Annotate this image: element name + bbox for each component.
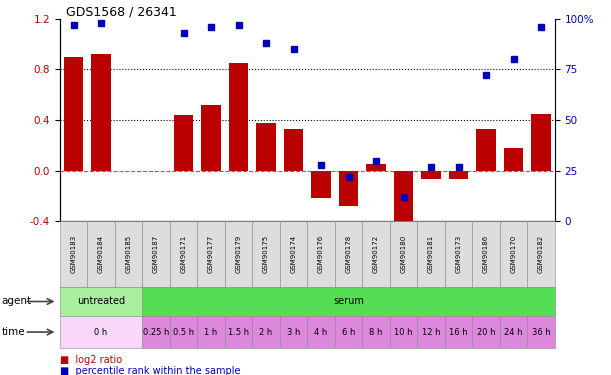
Text: GSM90172: GSM90172 xyxy=(373,235,379,273)
Bar xyxy=(422,171,441,180)
Bar xyxy=(449,171,468,180)
Text: 1 h: 1 h xyxy=(205,328,218,337)
Text: GDS1568 / 26341: GDS1568 / 26341 xyxy=(66,6,177,19)
Text: GSM90179: GSM90179 xyxy=(236,235,241,273)
Text: GSM90170: GSM90170 xyxy=(511,235,516,273)
Text: GSM90178: GSM90178 xyxy=(346,235,351,273)
Text: untreated: untreated xyxy=(77,297,125,306)
Text: GSM90182: GSM90182 xyxy=(538,235,544,273)
Text: GSM90186: GSM90186 xyxy=(483,235,489,273)
Text: time: time xyxy=(2,327,26,337)
Text: 16 h: 16 h xyxy=(449,328,468,337)
Text: GSM90183: GSM90183 xyxy=(71,235,76,273)
Text: ■  log2 ratio: ■ log2 ratio xyxy=(60,355,122,365)
Bar xyxy=(504,148,523,171)
Text: GSM90173: GSM90173 xyxy=(456,235,461,273)
Text: 3 h: 3 h xyxy=(287,328,300,337)
Bar xyxy=(92,54,111,171)
Bar xyxy=(312,171,331,198)
Text: GSM90184: GSM90184 xyxy=(98,235,104,273)
Bar xyxy=(229,63,248,171)
Text: 2 h: 2 h xyxy=(260,328,273,337)
Text: GSM90176: GSM90176 xyxy=(318,235,324,273)
Text: GSM90181: GSM90181 xyxy=(428,235,434,273)
Text: 10 h: 10 h xyxy=(394,328,413,337)
Text: GSM90175: GSM90175 xyxy=(263,235,269,273)
Text: 4 h: 4 h xyxy=(315,328,327,337)
Text: 6 h: 6 h xyxy=(342,328,355,337)
Text: ■  percentile rank within the sample: ■ percentile rank within the sample xyxy=(60,366,240,375)
Text: agent: agent xyxy=(2,297,32,306)
Bar xyxy=(532,114,551,171)
Text: GSM90185: GSM90185 xyxy=(126,235,131,273)
Text: 0.25 h: 0.25 h xyxy=(143,328,169,337)
Bar xyxy=(174,115,193,171)
Bar xyxy=(339,171,358,206)
Text: 0.5 h: 0.5 h xyxy=(173,328,194,337)
Text: GSM90174: GSM90174 xyxy=(291,235,296,273)
Text: GSM90180: GSM90180 xyxy=(401,235,406,273)
Bar xyxy=(394,171,413,240)
Bar xyxy=(284,129,303,171)
Text: 12 h: 12 h xyxy=(422,328,441,337)
Text: 8 h: 8 h xyxy=(370,328,382,337)
Text: 0 h: 0 h xyxy=(95,328,108,337)
Text: GSM90177: GSM90177 xyxy=(208,235,214,273)
Text: GSM90187: GSM90187 xyxy=(153,235,159,273)
Bar xyxy=(202,105,221,171)
Bar xyxy=(477,129,496,171)
Bar xyxy=(367,164,386,171)
Bar xyxy=(257,123,276,171)
Text: 1.5 h: 1.5 h xyxy=(228,328,249,337)
Text: 24 h: 24 h xyxy=(504,328,523,337)
Text: GSM90171: GSM90171 xyxy=(181,235,186,273)
Bar xyxy=(64,57,83,171)
Text: serum: serum xyxy=(333,297,364,306)
Text: 36 h: 36 h xyxy=(532,328,551,337)
Text: 20 h: 20 h xyxy=(477,328,496,337)
